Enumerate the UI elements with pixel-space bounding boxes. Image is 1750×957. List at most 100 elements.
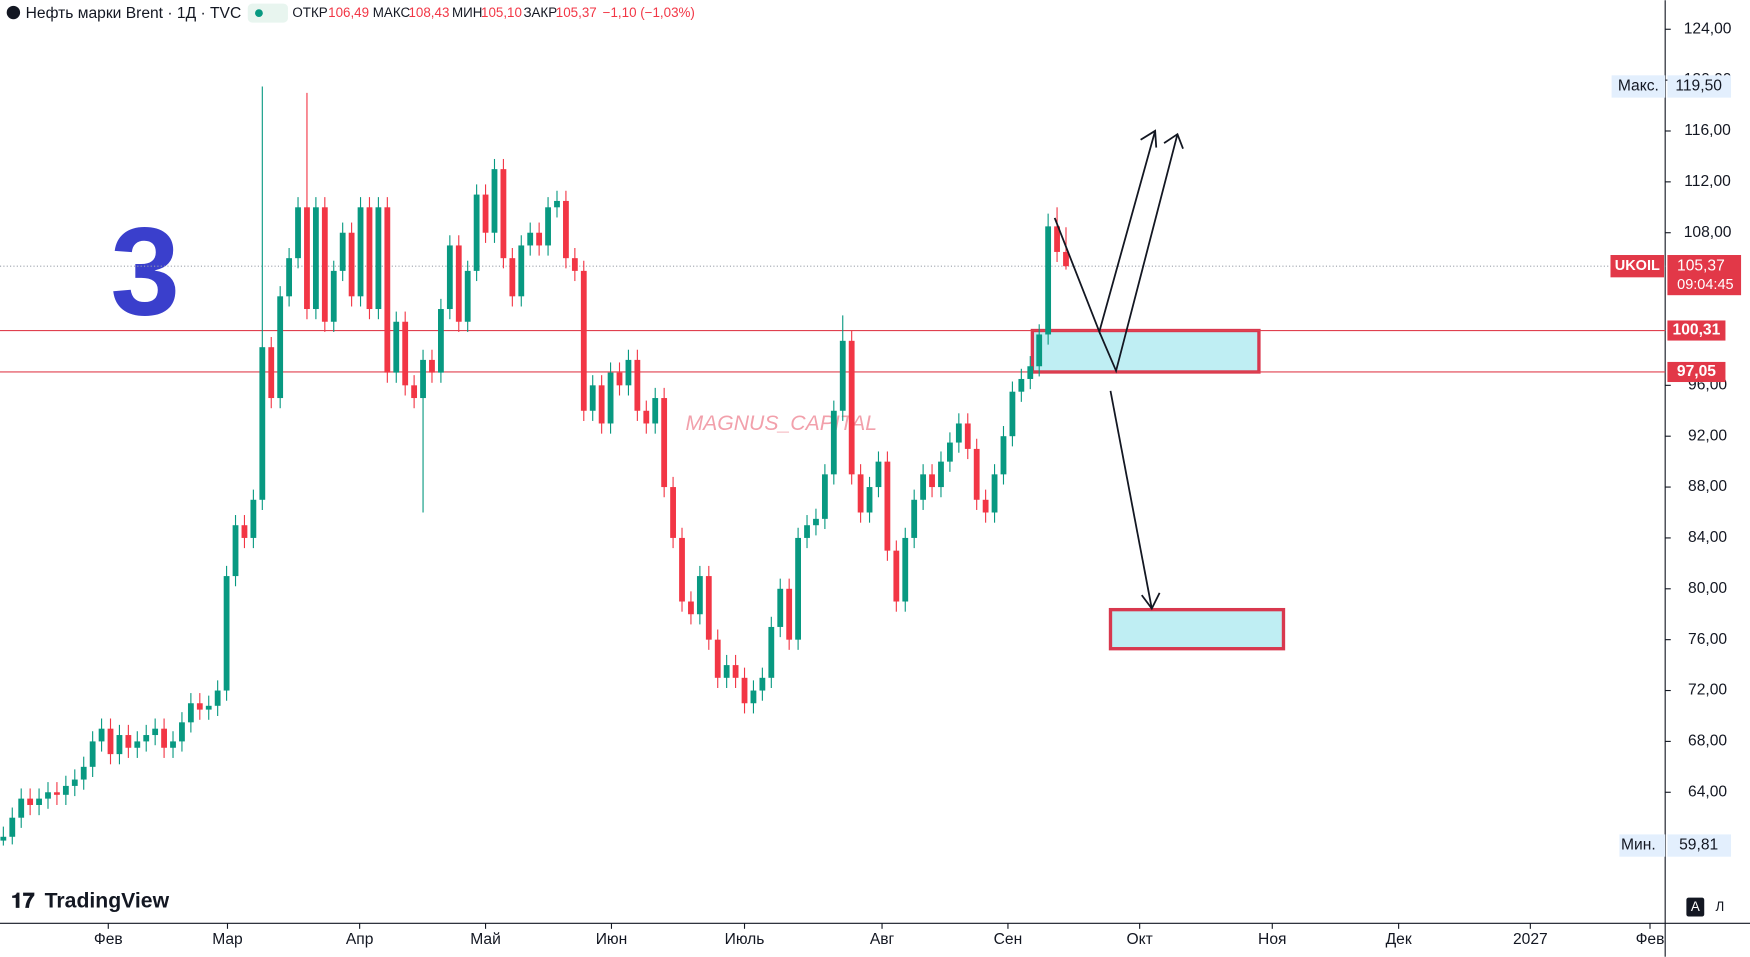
level-tag <box>1667 320 1726 341</box>
x-tick-label: Апр <box>346 931 374 948</box>
auto-label[interactable]: A <box>1691 899 1700 914</box>
candle-body <box>875 461 882 488</box>
symbol-tag-label: UKOIL <box>1615 258 1660 274</box>
auto-button[interactable] <box>1686 897 1705 917</box>
candle-body <box>554 200 560 208</box>
candle-body <box>866 487 873 513</box>
candle-body <box>527 232 534 246</box>
x-tick-label: Фев <box>94 931 123 948</box>
candle-body <box>152 728 159 736</box>
x-tick-label: Окт <box>1127 931 1153 948</box>
candle-body <box>304 207 310 310</box>
candle-body <box>500 169 507 259</box>
symbol-tag <box>1610 255 1665 278</box>
candle-body <box>205 705 212 710</box>
candle-body <box>661 398 668 488</box>
x-tick-label: Сен <box>994 931 1023 948</box>
level-tag-label: 100,31 <box>1673 322 1721 339</box>
candle-body <box>714 639 721 678</box>
candle-body <box>286 258 293 297</box>
candle-body <box>295 207 301 259</box>
ohlc-value: 108,43 <box>408 5 449 20</box>
candle-body <box>1009 391 1016 437</box>
candle-body <box>161 728 167 748</box>
x-tick-label: Дек <box>1386 931 1412 948</box>
symbol-icon <box>6 5 21 20</box>
candle-body <box>938 461 944 488</box>
arrow <box>1053 130 1156 335</box>
target-box <box>1108 607 1286 651</box>
min-tag-label: Мин. <box>1621 837 1656 854</box>
y-tick-label: 80,00 <box>1688 580 1727 597</box>
y-tick-label: 84,00 <box>1688 529 1727 546</box>
candle-body <box>634 359 641 411</box>
countdown: 09:04:45 <box>1677 277 1733 293</box>
candle-body <box>509 258 516 297</box>
status-badge <box>247 3 288 23</box>
candle-body <box>18 798 25 818</box>
watermark: MAGNUS_CAPITAL <box>685 412 877 435</box>
candle-body <box>643 410 650 424</box>
candle-body <box>143 735 150 742</box>
drawings <box>1053 129 1286 651</box>
candle-body <box>80 766 87 780</box>
x-tick-label: Июн <box>596 931 628 948</box>
arrow-head <box>1163 132 1184 150</box>
candle-body <box>402 321 409 386</box>
candle-body <box>384 207 391 373</box>
candle-body <box>420 359 426 399</box>
candle-body <box>545 207 551 246</box>
candle-body <box>670 487 676 538</box>
candle-body <box>1045 226 1052 335</box>
max-tag-label: Макс. <box>1618 78 1659 95</box>
candle-body <box>411 385 418 399</box>
candle-body <box>259 347 266 500</box>
y-tick-label: 112,00 <box>1684 173 1731 190</box>
candle-body <box>705 576 712 640</box>
candle-body <box>768 626 775 678</box>
candle-body <box>723 665 730 678</box>
candle-body <box>54 792 60 795</box>
y-tick-label: 68,00 <box>1688 733 1727 750</box>
x-tick-label: Авг <box>870 931 895 948</box>
candle-body <box>1054 226 1060 252</box>
candle-body <box>429 359 435 373</box>
ohlc-value: 105,10 <box>481 5 522 20</box>
candle-body <box>652 398 659 424</box>
change: −1,10 (−1,03%) <box>603 5 695 20</box>
candle-body <box>688 601 694 615</box>
arrow-head <box>1141 592 1161 611</box>
candle-body <box>312 207 319 310</box>
candle-body <box>732 665 739 678</box>
candle-body <box>982 499 989 513</box>
max-tag-bg <box>1611 75 1666 98</box>
candle-body <box>839 340 846 411</box>
arrow-head <box>1140 129 1158 148</box>
candle-body <box>482 194 489 233</box>
candle-body <box>187 703 194 723</box>
ohlc-label: ОТКР <box>292 5 327 20</box>
candle-body <box>741 677 748 704</box>
ohlc-label: МАКС <box>373 5 411 20</box>
max-tag <box>1667 75 1732 98</box>
candle-body <box>563 200 569 259</box>
candle-body <box>1063 251 1069 267</box>
max-tag-value: 119,50 <box>1675 78 1722 95</box>
zone-box <box>1030 328 1261 374</box>
big-number: 3 <box>110 203 180 342</box>
candle-body <box>455 245 462 322</box>
y-tick-label: 92,00 <box>1688 427 1727 444</box>
status-dot <box>255 9 263 18</box>
candle-body <box>464 270 471 322</box>
min-tag-value: 59,81 <box>1679 837 1718 854</box>
candle-body <box>911 499 918 538</box>
candle-body <box>759 677 766 691</box>
candle-body <box>438 309 444 373</box>
plot: 64,00 68,00 72,00 76,00 80,00 84,00 88,00 92,00… <box>0 20 1742 948</box>
log-label[interactable]: Л <box>1715 899 1724 914</box>
brand-name: TradingView <box>45 890 170 913</box>
x-tick-label: Фев <box>1636 931 1665 948</box>
candle-body <box>884 461 891 551</box>
candle-body <box>625 359 632 386</box>
